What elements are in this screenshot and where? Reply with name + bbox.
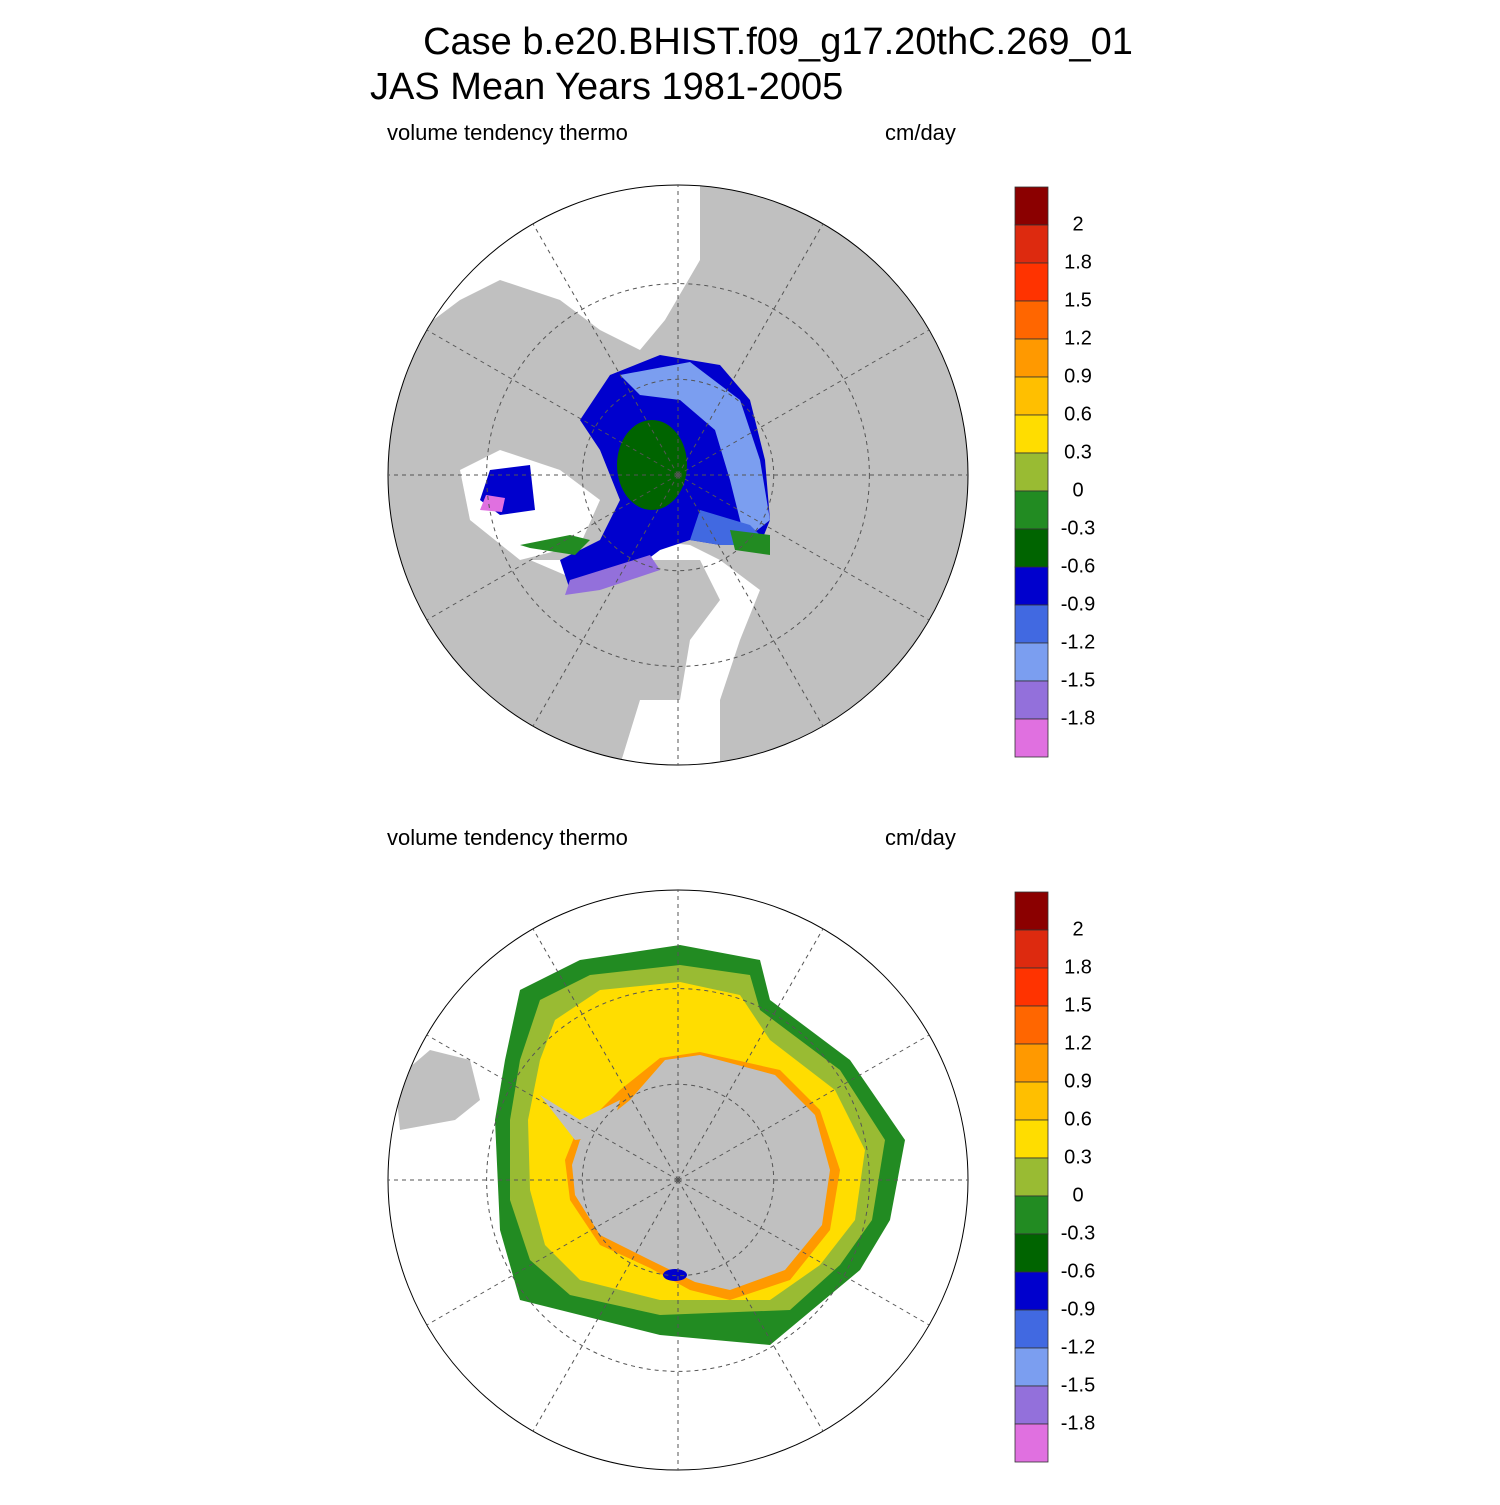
colorbar-label: 1.5 [1064, 289, 1092, 311]
colorbar-label: 2 [1072, 213, 1083, 235]
meridian [677, 928, 824, 1181]
colorbar-box [1014, 528, 1049, 568]
colorbar-box [1014, 1347, 1049, 1387]
colorbar-label: 0 [1072, 479, 1083, 501]
colorbar-box [1014, 490, 1049, 530]
colorbar-box [1014, 338, 1049, 378]
colorbar-box [1014, 376, 1049, 416]
latitude-circle [581, 378, 775, 572]
meridian [532, 223, 679, 476]
colorbar-label: -1.5 [1061, 1374, 1095, 1396]
south-map [388, 890, 968, 1470]
colorbar-box [1014, 1157, 1049, 1197]
colorbar-box [1014, 929, 1049, 969]
meridian [426, 329, 679, 476]
latitude-circle [486, 283, 870, 667]
colorbar-box [1014, 680, 1049, 720]
colorbar-label: -1.5 [1061, 669, 1095, 691]
colorbar-label: -1.2 [1061, 1336, 1095, 1358]
colorbar-box [1014, 300, 1049, 340]
colorbar-box [1014, 566, 1049, 606]
colorbar-label: -1.8 [1061, 707, 1095, 729]
colorbar-box [1014, 1043, 1049, 1083]
meridian [426, 1179, 679, 1326]
subtitle: JAS Mean Years 1981-2005 [370, 66, 843, 108]
colorbar-box [1014, 1423, 1049, 1463]
latitude-circle [581, 1083, 775, 1277]
meridian [532, 1179, 679, 1432]
meridian [677, 1179, 930, 1326]
colorbar-box [1014, 891, 1049, 931]
colorbar-label: -0.6 [1061, 555, 1095, 577]
latitude-circle [486, 988, 870, 1372]
colorbar-label: 1.8 [1064, 956, 1092, 978]
title: Case b.e20.BHIST.f09_g17.20thC.269_01 [423, 21, 1133, 63]
meridian [677, 474, 930, 621]
colorbar-box [1014, 1195, 1049, 1235]
graticule [388, 890, 968, 1470]
graticule [388, 185, 968, 765]
colorbar-label: -1.2 [1061, 631, 1095, 653]
colorbar-label: 0.6 [1064, 403, 1092, 425]
panel-right-label: cm/day [885, 120, 956, 145]
panel-right-label: cm/day [885, 825, 956, 850]
colorbar-box [1014, 1005, 1049, 1045]
colorbar-box [1014, 1233, 1049, 1273]
colorbar-box [1014, 1309, 1049, 1349]
colorbar-label: -0.9 [1061, 1298, 1095, 1320]
meridian [532, 928, 679, 1181]
meridian [677, 223, 824, 476]
colorbar-label: -0.3 [1061, 517, 1095, 539]
colorbar-label: 1.2 [1064, 1032, 1092, 1054]
colorbar-box [1014, 604, 1049, 644]
colorbar-label: 1.5 [1064, 994, 1092, 1016]
meridian [677, 329, 930, 476]
colorbar-box [1014, 452, 1049, 492]
colorbar-box [1014, 1081, 1049, 1121]
colorbar-box [1014, 642, 1049, 682]
colorbar-label: -0.9 [1061, 593, 1095, 615]
colorbar-label: -1.8 [1061, 1412, 1095, 1434]
colorbar-label: 1.2 [1064, 327, 1092, 349]
colorbar-box [1014, 262, 1049, 302]
meridian [677, 474, 824, 727]
meridian [426, 474, 679, 621]
colorbar-label: 0.6 [1064, 1108, 1092, 1130]
meridian [677, 1179, 824, 1432]
colorbar-label: 1.8 [1064, 251, 1092, 273]
meridian [426, 1034, 679, 1181]
colorbar-label: -0.3 [1061, 1222, 1095, 1244]
colorbar-box [1014, 414, 1049, 454]
colorbar-box [1014, 186, 1049, 226]
colorbar-label: 0.3 [1064, 441, 1092, 463]
colorbar-box [1014, 1385, 1049, 1425]
panel-left-label: volume tendency thermo [387, 825, 628, 850]
colorbar-box [1014, 1271, 1049, 1311]
colorbar-box [1014, 224, 1049, 264]
colorbar-box [1014, 967, 1049, 1007]
meridian [532, 474, 679, 727]
colorbar-label: 2 [1072, 918, 1083, 940]
colorbar-label: 0.9 [1064, 365, 1092, 387]
colorbar-label: -0.6 [1061, 1260, 1095, 1282]
colorbar-box [1014, 718, 1049, 758]
colorbar-label: 0 [1072, 1184, 1083, 1206]
panel-left-label: volume tendency thermo [387, 120, 628, 145]
colorbar-box [1014, 1119, 1049, 1159]
meridian [677, 1034, 930, 1181]
colorbar-label: 0.9 [1064, 1070, 1092, 1092]
colorbar-label: 0.3 [1064, 1146, 1092, 1168]
